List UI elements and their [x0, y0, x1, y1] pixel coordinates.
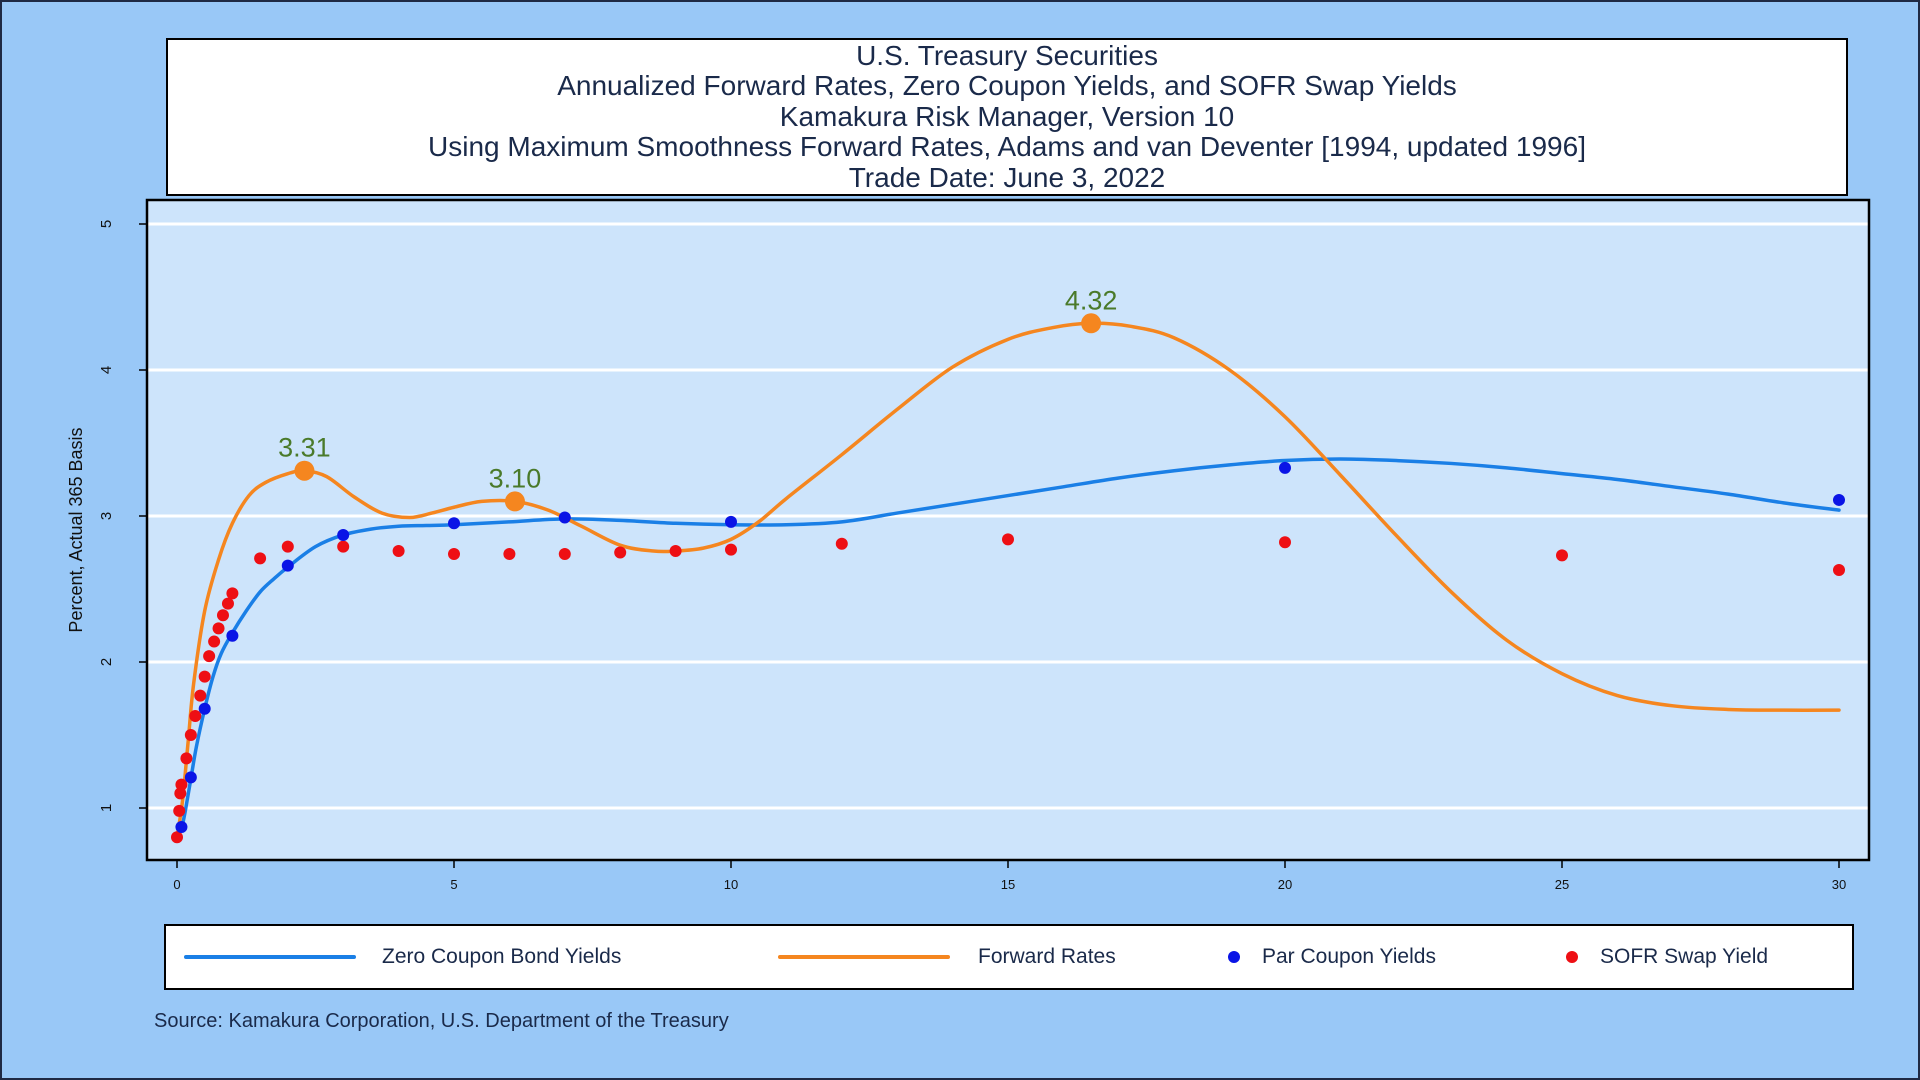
- point-sofr-swap-yield-20: [503, 547, 516, 560]
- point-sofr-swap-yield-8: [198, 670, 211, 683]
- point-sofr-swap-yield-13: [221, 597, 234, 610]
- point-sofr-swap-yield-14: [226, 587, 239, 600]
- title-line-1: U.S. Treasury Securities: [856, 39, 1158, 71]
- point-sofr-swap-yield-15: [254, 552, 267, 565]
- y-axis-label: Percent, Actual 365 Basis: [66, 427, 86, 632]
- y-tick-label-1: 1: [98, 804, 115, 812]
- legend-item-zero: Zero Coupon Bond Yields: [184, 926, 621, 988]
- point-par-coupon-yields-9: [1279, 461, 1291, 474]
- point-sofr-swap-yield-6: [189, 710, 202, 723]
- point-par-coupon-yields-3: [226, 629, 239, 642]
- point-sofr-swap-yield-3: [175, 778, 188, 791]
- title-line-5: Trade Date: June 3, 2022: [848, 161, 1166, 193]
- axes: 0 5 10 15 20 25 30 1 2 3 4 5: [98, 220, 1846, 892]
- point-sofr-swap-yield-25: [835, 537, 848, 550]
- y-tick-label-4: 4: [98, 366, 115, 374]
- point-sofr-swap-yield-19: [448, 547, 460, 560]
- annotation-label-2: 4.32: [1065, 285, 1118, 315]
- title-line-2: Annualized Forward Rates, Zero Coupon Yi…: [557, 70, 1457, 102]
- point-sofr-swap-yield-17: [337, 540, 350, 553]
- point-sofr-swap-yield-10: [208, 635, 221, 648]
- point-par-coupon-yields-8: [725, 515, 737, 528]
- point-sofr-swap-yield-7: [194, 689, 207, 702]
- point-sofr-swap-yield-11: [212, 622, 225, 635]
- point-par-coupon-yields-7: [558, 511, 571, 524]
- annotation-label-1: 3.10: [489, 463, 542, 493]
- point-par-coupon-yields-2: [198, 702, 211, 715]
- point-sofr-swap-yield-29: [1833, 564, 1845, 577]
- point-par-coupon-yields-5: [337, 528, 350, 541]
- x-tick-label-20: 20: [1278, 877, 1292, 892]
- point-par-coupon-yields-4: [281, 559, 294, 572]
- title-line-4: Using Maximum Smoothness Forward Rates, …: [428, 131, 1586, 163]
- legend-label-forward: Forward Rates: [978, 945, 1116, 968]
- annotations-layer: 3.31 3.10 4.32: [278, 285, 1118, 512]
- legend-swatch-zero: [184, 955, 356, 959]
- legend-item-par: Par Coupon Yields: [1228, 926, 1436, 988]
- point-sofr-swap-yield-9: [203, 650, 216, 663]
- point-par-coupon-yields-0: [175, 820, 188, 833]
- point-sofr-swap-yield-24: [725, 543, 737, 556]
- annotation-marker-1: [504, 491, 525, 512]
- x-tick-label-0: 0: [173, 877, 180, 892]
- x-tick-label-30: 30: [1832, 877, 1846, 892]
- annotation-marker-0: [294, 460, 315, 481]
- plot-area: [147, 200, 1869, 860]
- x-tick-label-10: 10: [724, 877, 738, 892]
- x-tick-label-5: 5: [450, 877, 457, 892]
- point-sofr-swap-yield-28: [1556, 549, 1568, 562]
- y-tick-label-5: 5: [98, 220, 115, 228]
- point-sofr-swap-yield-12: [216, 609, 229, 622]
- point-sofr-swap-yield-27: [1279, 536, 1291, 549]
- legend-label-par: Par Coupon Yields: [1262, 945, 1436, 968]
- annotation-marker-2: [1081, 313, 1102, 334]
- point-sofr-swap-yield-2: [174, 787, 187, 800]
- source-note: Source: Kamakura Corporation, U.S. Depar…: [154, 1010, 729, 1032]
- legend-swatch-par: [1228, 951, 1240, 963]
- point-par-coupon-yields-1: [184, 771, 197, 784]
- legend-label-zero: Zero Coupon Bond Yields: [382, 945, 622, 968]
- legend-label-sofr: SOFR Swap Yield: [1600, 945, 1769, 968]
- points-layer: [171, 461, 1845, 844]
- point-sofr-swap-yield-1: [173, 804, 186, 817]
- grid-lines: [147, 222, 1869, 810]
- point-sofr-swap-yield-5: [184, 729, 197, 741]
- x-tick-label-25: 25: [1555, 877, 1569, 892]
- point-sofr-swap-yield-4: [180, 752, 193, 765]
- point-par-coupon-yields-10: [1833, 493, 1845, 506]
- y-tick-label-2: 2: [98, 658, 115, 666]
- title-line-3: Kamakura Risk Manager, Version 10: [779, 100, 1235, 132]
- legend-swatch-sofr: [1566, 951, 1578, 963]
- chart-title-box: U.S. Treasury Securities Annualized Forw…: [166, 38, 1848, 196]
- point-sofr-swap-yield-26: [1002, 533, 1014, 546]
- y-tick-label-3: 3: [98, 512, 115, 520]
- legend-item-sofr: SOFR Swap Yield: [1566, 926, 1768, 988]
- point-sofr-swap-yield-16: [281, 540, 294, 553]
- point-sofr-swap-yield-22: [614, 546, 627, 559]
- legend-swatch-forward: [778, 955, 950, 959]
- annotation-label-0: 3.31: [278, 433, 331, 463]
- point-sofr-swap-yield-23: [669, 545, 682, 558]
- point-sofr-swap-yield-21: [558, 547, 571, 560]
- x-tick-label-15: 15: [1001, 877, 1015, 892]
- legend: Zero Coupon Bond Yields Forward Rates Pa…: [164, 924, 1854, 990]
- point-sofr-swap-yield-0: [171, 831, 183, 844]
- series-line-forward-rates: [175, 321, 1841, 839]
- point-sofr-swap-yield-18: [392, 545, 405, 558]
- point-par-coupon-yields-6: [448, 517, 460, 530]
- legend-item-forward: Forward Rates: [778, 926, 1116, 988]
